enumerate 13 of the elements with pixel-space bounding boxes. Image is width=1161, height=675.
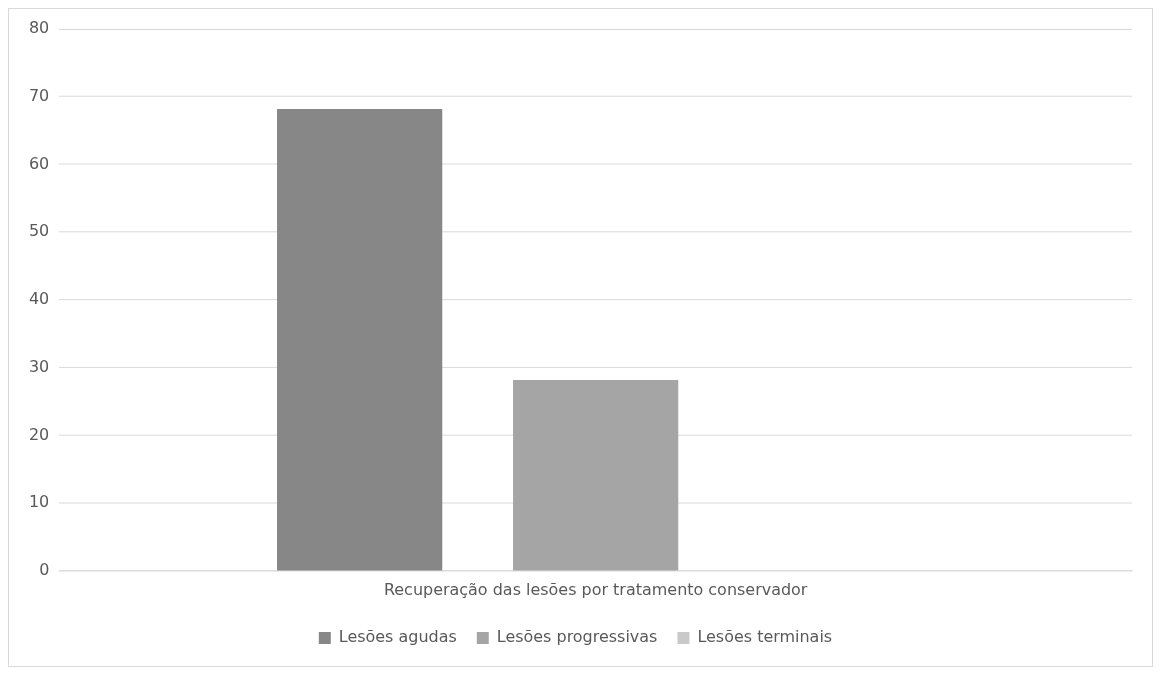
y-tick-label: 10 bbox=[28, 492, 50, 512]
y-tick-label: 80 bbox=[28, 18, 50, 38]
y-tick-label: 20 bbox=[28, 424, 50, 444]
legend-label: Lesões terminais bbox=[697, 627, 833, 647]
legend-label: Lesões progressivas bbox=[496, 627, 658, 647]
x-tick-label: Recuperação das lesões por tratamento conservador bbox=[383, 579, 808, 599]
y-tick-label: 70 bbox=[28, 85, 50, 105]
y-tick-label: 30 bbox=[28, 356, 50, 376]
y-tick-label: 60 bbox=[28, 153, 50, 173]
y-tick-label: 50 bbox=[28, 221, 50, 241]
y-tick-label: 40 bbox=[28, 289, 50, 309]
y-tick-label: 0 bbox=[39, 560, 50, 580]
legend-label: Lesões agudas bbox=[338, 627, 457, 647]
